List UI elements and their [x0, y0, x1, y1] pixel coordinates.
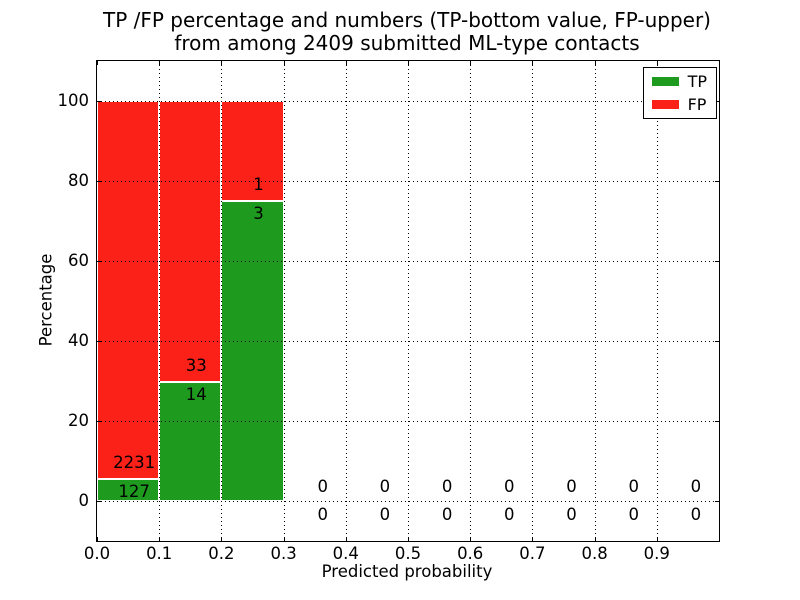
x-tick-bottom-2: [221, 537, 222, 541]
label-tp-count-bin9: 0: [690, 505, 702, 524]
y-tick-label-20: 20: [68, 411, 89, 430]
bar-tp-bin2: [221, 201, 284, 501]
x-tick-top-8: [595, 61, 596, 65]
plot-area: TP FP 2231 127 33 14 1 3 0 0 0 0 0 0 0 0 0 0 0 0 0 0 0.0 0.1 0.…: [58, 60, 720, 563]
label-fp-count-bin3: 0: [317, 476, 328, 496]
x-tick-top-6: [470, 61, 471, 65]
x-tick-bottom-7: [532, 537, 533, 541]
legend-swatch-tp: [651, 77, 679, 86]
x-tick-top-5: [408, 61, 409, 65]
x-tick-bottom-9: [657, 537, 658, 541]
label-tp-count-bin7: 0: [566, 505, 577, 524]
label-fp-count-bin6: 0: [504, 476, 515, 496]
x-tick-label-0.0: 0.0: [83, 544, 111, 563]
y-tick-label-80: 80: [68, 171, 89, 190]
chart-title-line1: TP /FP percentage and numbers (TP-bottom…: [103, 8, 711, 32]
bar-tp-bin0: [97, 479, 159, 501]
y-tick-right-80: [715, 181, 719, 182]
y-tick-right-100: [715, 101, 719, 102]
legend: TP FP: [642, 67, 717, 119]
x-axis-label: Predicted probability: [321, 562, 493, 581]
y-tick-left-0: [97, 501, 101, 502]
x-tick-top-0: [97, 61, 98, 65]
y-tick-left-80: [97, 181, 101, 182]
y-tick-label-40: 40: [68, 331, 89, 350]
x-tick-label-0.8: 0.8: [581, 544, 608, 563]
label-tp-count-bin8: 0: [628, 505, 639, 524]
bar-fp-bin2: [221, 101, 284, 201]
label-fp-count-bin2: 1: [253, 175, 264, 194]
gridline-x-0.6: [470, 61, 471, 541]
x-tick-top-1: [159, 61, 160, 65]
legend-item-fp: FP: [651, 95, 707, 114]
label-tp-count-bin6: 0: [504, 505, 515, 524]
x-tick-label-0.4: 0.4: [332, 544, 359, 563]
legend-item-tp: TP: [651, 72, 707, 91]
x-tick-top-4: [346, 61, 347, 65]
x-tick-bottom-1: [159, 537, 160, 541]
x-tick-bottom-4: [346, 537, 347, 541]
x-tick-bottom-6: [470, 537, 471, 541]
label-tp-count-bin1: 14: [185, 384, 207, 404]
x-tick-label-0.3: 0.3: [270, 544, 297, 563]
gridline-x-0.7: [532, 61, 533, 541]
x-tick-label-0.7: 0.7: [519, 544, 546, 563]
label-fp-count-bin1: 33: [185, 355, 207, 375]
label-fp-count-bin7: 0: [566, 476, 577, 496]
gridline-x-0.4: [346, 61, 347, 541]
legend-swatch-fp: [651, 100, 679, 109]
legend-label-fp: FP: [687, 95, 707, 114]
x-tick-top-9: [657, 61, 658, 65]
label-fp-count-bin4: 0: [379, 476, 391, 496]
bar-fp-bin1: [159, 101, 221, 382]
bar-fp-bin0: [97, 101, 159, 480]
x-tick-top-7: [532, 61, 533, 65]
y-tick-label-60: 60: [68, 251, 89, 270]
x-tick-top-3: [284, 61, 285, 65]
x-tick-label-0.6: 0.6: [457, 544, 484, 563]
x-tick-bottom-0: [97, 537, 98, 541]
x-tick-label-0.5: 0.5: [394, 544, 422, 563]
x-tick-label-0.2: 0.2: [208, 544, 235, 563]
y-tick-right-40: [715, 341, 719, 342]
label-fp-count-bin9: 0: [690, 476, 702, 496]
label-fp-count-bin0: 2231: [113, 453, 156, 473]
x-tick-bottom-3: [284, 537, 285, 541]
gridline-x-0.5: [408, 61, 409, 541]
gridline-x-0.8: [595, 61, 596, 541]
y-tick-label-100: 100: [57, 91, 90, 110]
y-tick-right-20: [715, 421, 719, 422]
y-tick-left-20: [97, 421, 101, 422]
y-tick-left-60: [97, 261, 101, 262]
gridline-x-0.1: [159, 61, 160, 541]
label-tp-count-bin5: 0: [441, 505, 453, 524]
x-tick-top-2: [221, 61, 222, 65]
y-tick-left-40: [97, 341, 101, 342]
label-tp-count-bin2: 3: [253, 203, 264, 223]
gridline-x-0.3: [284, 61, 285, 541]
x-tick-bottom-8: [595, 537, 596, 541]
y-tick-left-100: [97, 101, 101, 102]
x-tick-label-0.1: 0.1: [146, 544, 173, 563]
y-tick-right-60: [715, 261, 719, 262]
label-tp-count-bin3: 0: [317, 505, 328, 524]
x-tick-label-0.9: 0.9: [643, 544, 670, 563]
legend-label-tp: TP: [687, 72, 707, 91]
label-tp-count-bin4: 0: [379, 505, 391, 524]
gridline-x-0.9: [657, 61, 658, 541]
chart-title: TP /FP percentage and numbers (TP-bottom…: [96, 9, 718, 55]
x-tick-bottom-5: [408, 537, 409, 541]
label-tp-count-bin0: 127: [118, 482, 150, 502]
bar-tp-bin1: [159, 381, 221, 501]
gridline-x-0.2: [221, 61, 222, 541]
y-tick-right-0: [715, 501, 719, 502]
label-fp-count-bin5: 0: [441, 476, 453, 496]
chart-title-line2: from among 2409 submitted ML-type contac…: [174, 31, 640, 55]
y-tick-label-0: 0: [78, 491, 90, 510]
label-fp-count-bin8: 0: [628, 476, 639, 496]
